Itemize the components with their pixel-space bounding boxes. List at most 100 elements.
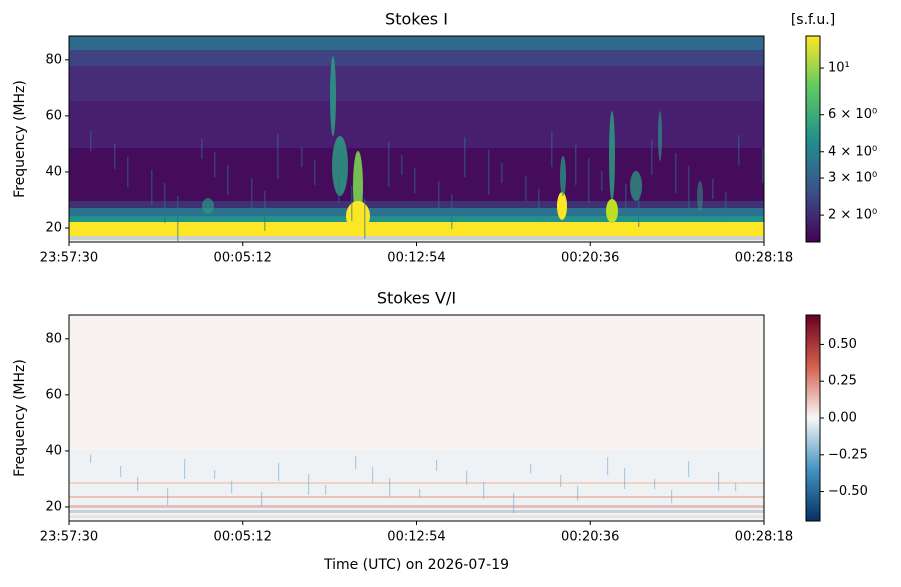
texture bbox=[401, 155, 403, 175]
x-tick-label: 00:20:36 bbox=[561, 251, 619, 266]
texture bbox=[346, 201, 370, 231]
x-tick-label: 00:28:18 bbox=[735, 530, 793, 545]
texture bbox=[261, 492, 263, 507]
texture bbox=[654, 479, 656, 489]
y-axis-label: Frequency (MHz) bbox=[12, 80, 28, 198]
texture bbox=[355, 456, 357, 469]
texture bbox=[90, 455, 92, 463]
texture bbox=[712, 179, 714, 199]
plot-title: Stokes V/I bbox=[377, 289, 456, 308]
texture bbox=[184, 459, 186, 479]
colorbar bbox=[805, 314, 821, 522]
texture bbox=[483, 482, 485, 499]
texture bbox=[69, 201, 764, 208]
colorbar-tick-label: 0.25 bbox=[828, 374, 857, 389]
texture bbox=[625, 184, 627, 209]
colorbar bbox=[805, 35, 821, 243]
texture bbox=[419, 489, 421, 497]
texture bbox=[278, 463, 280, 481]
texture bbox=[202, 198, 214, 214]
texture bbox=[588, 158, 590, 203]
texture bbox=[69, 36, 764, 50]
x-tick-label: 00:05:12 bbox=[214, 251, 272, 266]
texture bbox=[301, 147, 303, 167]
texture bbox=[464, 137, 466, 177]
y-tick-label: 40 bbox=[45, 164, 62, 179]
colorbar-tick-label: 0.00 bbox=[828, 411, 857, 426]
texture bbox=[451, 194, 453, 229]
texture bbox=[69, 510, 764, 513]
y-tick-label: 80 bbox=[45, 331, 62, 346]
texture bbox=[466, 471, 468, 485]
texture bbox=[414, 168, 416, 193]
texture bbox=[330, 56, 336, 136]
texture bbox=[438, 181, 440, 211]
texture bbox=[69, 208, 764, 216]
texture bbox=[658, 111, 662, 161]
plot-title: Stokes I bbox=[385, 10, 448, 29]
texture bbox=[624, 468, 626, 489]
texture bbox=[69, 222, 764, 236]
texture bbox=[114, 144, 116, 169]
texture bbox=[314, 160, 316, 185]
texture bbox=[372, 467, 374, 483]
texture bbox=[90, 131, 92, 151]
texture bbox=[671, 490, 673, 503]
texture bbox=[738, 135, 740, 165]
texture bbox=[765, 494, 766, 505]
x-tick-label: 00:12:54 bbox=[387, 251, 445, 266]
x-tick-label: 23:57:30 bbox=[40, 251, 98, 266]
texture bbox=[601, 171, 603, 191]
x-axis-label: Time (UTC) on 2026-07-19 bbox=[323, 557, 509, 573]
texture bbox=[214, 152, 216, 177]
texture bbox=[388, 142, 390, 187]
texture bbox=[227, 165, 229, 195]
texture bbox=[214, 470, 216, 479]
colorbar-tick-label: −0.50 bbox=[828, 484, 868, 499]
texture bbox=[167, 488, 169, 505]
colorbar-tick-label: 2 × 10⁰ bbox=[828, 208, 877, 223]
spectrogram bbox=[69, 36, 764, 242]
texture bbox=[688, 461, 690, 477]
texture bbox=[501, 163, 503, 183]
texture bbox=[137, 477, 139, 491]
texture bbox=[338, 173, 340, 203]
texture bbox=[718, 472, 720, 491]
texture bbox=[513, 493, 515, 513]
texture bbox=[151, 170, 153, 205]
texture bbox=[530, 464, 532, 473]
y-tick-label: 40 bbox=[45, 443, 62, 458]
texture bbox=[69, 482, 764, 484]
y-tick-label: 80 bbox=[45, 52, 62, 67]
texture bbox=[630, 171, 642, 201]
texture bbox=[389, 478, 391, 497]
texture bbox=[164, 183, 166, 223]
colorbar-tick-label: 3 × 10⁰ bbox=[828, 171, 877, 186]
texture bbox=[609, 111, 615, 201]
texture bbox=[488, 150, 490, 195]
y-axis-label: Frequency (MHz) bbox=[12, 359, 28, 477]
texture bbox=[436, 460, 438, 471]
texture bbox=[762, 148, 764, 183]
texture bbox=[332, 136, 348, 196]
texture bbox=[69, 66, 764, 101]
texture bbox=[177, 196, 179, 241]
texture bbox=[538, 189, 540, 219]
spectrogram bbox=[69, 315, 766, 521]
texture bbox=[638, 197, 640, 227]
texture bbox=[69, 216, 764, 222]
x-tick-label: 00:12:54 bbox=[387, 530, 445, 545]
colorbar-tick-label: 0.50 bbox=[828, 337, 857, 352]
texture bbox=[551, 132, 553, 167]
texture bbox=[557, 192, 567, 220]
texture bbox=[251, 178, 253, 213]
x-tick-label: 00:20:36 bbox=[561, 530, 619, 545]
x-tick-label: 00:28:18 bbox=[735, 251, 793, 266]
texture bbox=[651, 140, 653, 175]
texture bbox=[697, 181, 703, 211]
texture bbox=[69, 505, 764, 508]
texture bbox=[325, 485, 327, 495]
texture bbox=[264, 191, 266, 231]
texture bbox=[560, 475, 562, 487]
